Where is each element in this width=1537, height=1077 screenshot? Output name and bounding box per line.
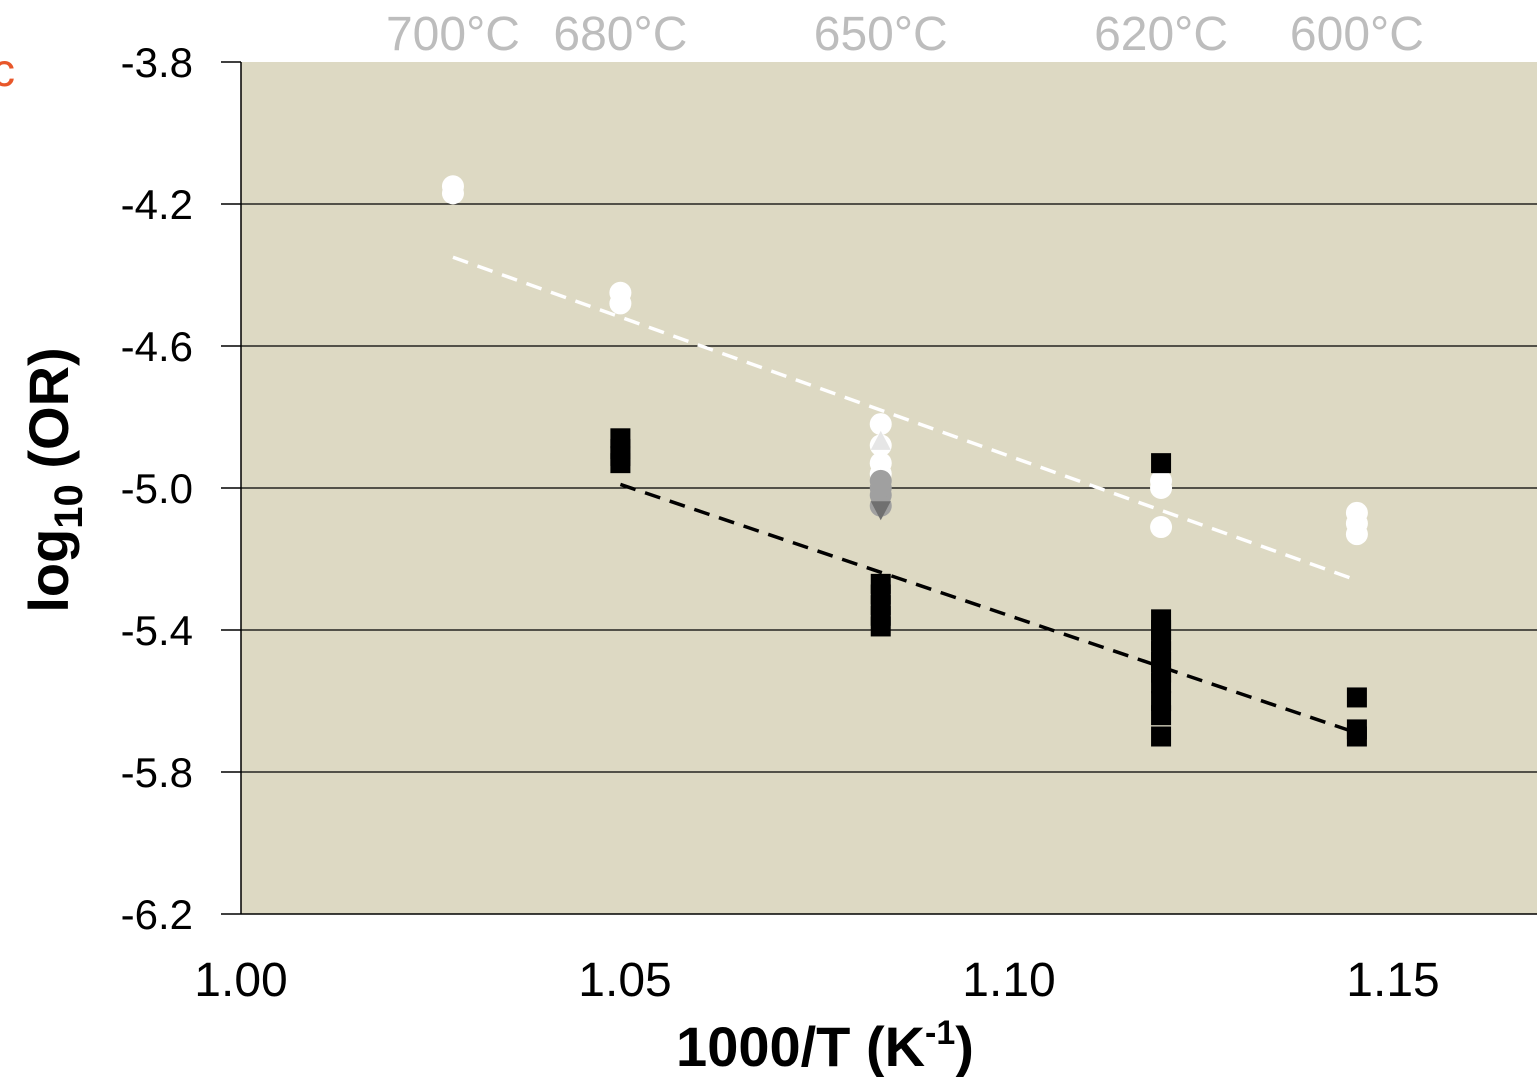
panel-label: c — [0, 44, 15, 96]
x-axis-title-sup: -1 — [925, 1014, 955, 1052]
y-tick-label: -5.8 — [121, 749, 193, 796]
temperature-label: 700°C — [386, 8, 520, 61]
y-tick-label: -4.6 — [121, 323, 193, 370]
temperature-label: 600°C — [1290, 8, 1424, 61]
data-point — [869, 413, 892, 436]
temperature-label: 620°C — [1094, 8, 1228, 61]
y-tick-label: -4.2 — [121, 181, 193, 228]
x-tick-label: 1.00 — [194, 954, 287, 1007]
data-point — [1151, 673, 1172, 694]
y-tick-label: -5.0 — [121, 465, 193, 512]
data-point — [1346, 726, 1367, 747]
data-point — [1151, 705, 1172, 726]
data-point — [1150, 477, 1173, 499]
data-point — [610, 453, 631, 474]
y-axis-title-end: (OR) — [17, 347, 80, 484]
x-axis-title-end: ) — [955, 1015, 974, 1077]
x-tick-label: 1.15 — [1346, 954, 1439, 1007]
trendline — [452, 255, 1358, 582]
data-point — [1151, 453, 1172, 474]
data-point — [609, 292, 632, 315]
data-point — [870, 616, 891, 637]
y-axis-title: log10 (OR) — [17, 347, 91, 612]
y-tick-label: -6.2 — [121, 891, 193, 938]
x-axis-title: 1000/T (K-1) — [676, 1014, 974, 1077]
y-axis-title-sub: 10 — [47, 484, 91, 529]
data-point — [1345, 523, 1368, 546]
x-axis-title-main: 1000/T (K — [676, 1015, 925, 1077]
temperature-labels: 700°C 680°C 650°C 620°C 600°C — [386, 8, 1424, 61]
y-axis-title-main: log — [17, 529, 80, 613]
data-point — [870, 430, 891, 450]
x-axis-ticks: 1.00 1.05 1.10 1.15 — [194, 954, 1439, 1007]
data-markers — [441, 175, 1368, 747]
y-tick-label: -5.4 — [121, 607, 193, 654]
trendlines — [452, 255, 1358, 735]
temperature-label: 680°C — [553, 8, 687, 61]
y-tick-label: -3.8 — [121, 39, 193, 86]
y-axis-ticks: -3.8 -4.2 -4.6 -5.0 -5.4 -5.8 -6.2 — [121, 39, 241, 938]
temperature-label: 650°C — [814, 8, 948, 61]
data-point — [1346, 687, 1367, 708]
data-point — [1150, 516, 1173, 539]
data-point — [441, 182, 464, 205]
data-point — [870, 501, 891, 521]
x-tick-label: 1.10 — [962, 954, 1055, 1007]
x-tick-label: 1.05 — [578, 954, 671, 1007]
data-point — [1151, 726, 1172, 747]
